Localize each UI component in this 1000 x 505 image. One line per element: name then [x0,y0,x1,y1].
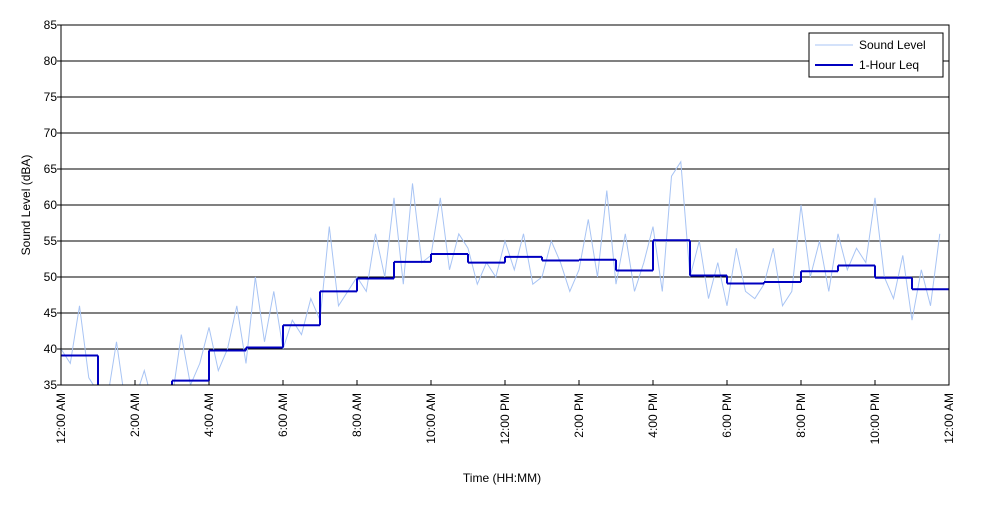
legend-box [808,32,944,78]
plot-frame [60,24,950,386]
x-tick-label: 4:00 PM [646,393,660,438]
x-tick-label: 8:00 AM [350,393,364,437]
x-tick-label: 4:00 AM [202,393,216,437]
y-tick-label: 75 [44,90,58,104]
x-tick-label: 8:00 PM [794,393,808,438]
y-tick-label: 40 [44,342,58,356]
y-tick-label: 50 [44,270,58,284]
legend-label: Sound Level [859,38,926,52]
y-tick-label: 55 [44,234,58,248]
x-tick-label: 12:00 PM [498,393,512,444]
y-tick-label: 85 [44,18,58,32]
y-tick-label: 60 [44,198,58,212]
x-tick-label: 2:00 PM [572,393,586,438]
legend-label: 1-Hour Leq [859,58,919,72]
y-tick-label: 45 [44,306,58,320]
x-tick-label: 12:00 AM [54,393,68,444]
line [61,160,941,385]
x-tick-label: 6:00 PM [720,393,734,438]
y-tick-label: 70 [44,126,58,140]
x-tick-label: 12:00 AM [942,393,956,444]
x-tick-label: 6:00 AM [276,393,290,437]
y-tick-label: 80 [44,54,58,68]
x-tick-label: 10:00 AM [424,393,438,444]
y-axis-title: Sound Level (dBA) [19,155,33,256]
x-axis-title: Time (HH:MM) [463,471,541,485]
plot-series [61,160,949,385]
x-tick-label: 2:00 AM [128,393,142,437]
y-tick-label: 35 [44,378,58,392]
x-tick-label: 10:00 PM [868,393,882,444]
y-tick-label: 65 [44,162,58,176]
